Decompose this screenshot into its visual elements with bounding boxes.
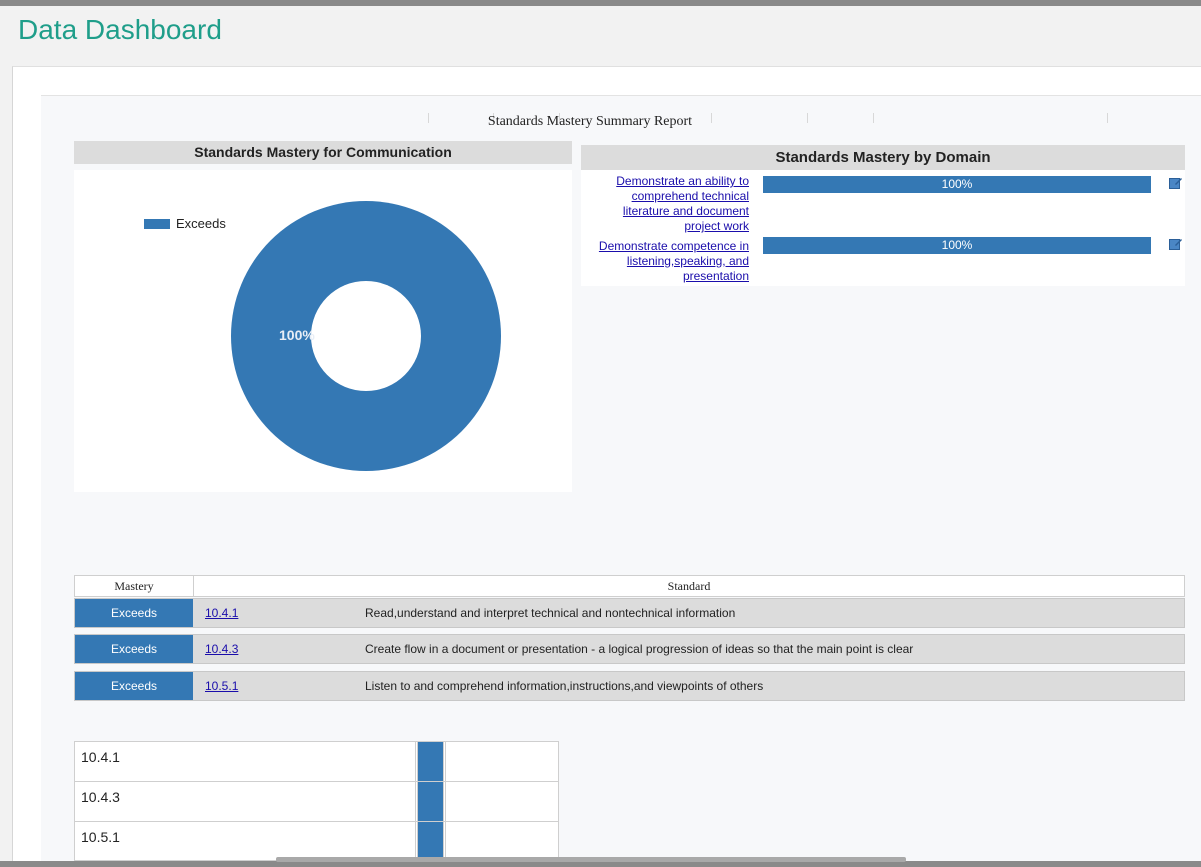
dashboard-window: Data Dashboard Standards Mastery Summary… (0, 6, 1201, 861)
column-divider (193, 576, 194, 596)
mini-row-label: 10.4.1 (81, 749, 120, 765)
domain-link-technical-literature[interactable]: Demonstrate an ability to comprehend tec… (581, 174, 749, 234)
legend-label-exceeds: Exceeds (176, 216, 226, 231)
column-divider (415, 742, 416, 860)
toolbar-divider (873, 113, 874, 123)
standard-code-link[interactable]: 10.5.1 (205, 679, 239, 693)
edit-icon[interactable] (1169, 176, 1183, 190)
standard-description: Listen to and comprehend information,ins… (365, 679, 764, 693)
table-row: 10.4.3 (75, 782, 558, 822)
domain-link-line[interactable]: presentation (682, 269, 749, 283)
domain-link-line[interactable]: Demonstrate competence in (598, 239, 749, 253)
legend-swatch-exceeds (144, 218, 170, 229)
standards-mini-table: 10.4.1 10.4.3 10.5.1 (74, 741, 559, 861)
toolbar-divider (493, 113, 494, 123)
mini-row-label: 10.5.1 (81, 829, 120, 845)
donut-chart: 100% (231, 201, 501, 471)
table-row: Exceeds 10.4.3 Create flow in a document… (74, 634, 1185, 664)
donut-hole (311, 281, 421, 391)
standard-code-link[interactable]: 10.4.3 (205, 642, 239, 656)
communication-chart-panel: 100% (74, 170, 572, 492)
toolbar-divider (1107, 113, 1108, 123)
domain-link-line[interactable]: listening,speaking, and (626, 254, 749, 268)
mini-row-bar (417, 782, 444, 821)
standards-table-header: Mastery Standard (74, 575, 1185, 597)
standard-code-link[interactable]: 10.4.1 (205, 606, 239, 620)
donut-slice-label: 100% (279, 327, 315, 343)
mastery-badge: Exceeds (75, 672, 193, 700)
toolbar-divider (428, 113, 429, 123)
chart-legend[interactable]: Exceeds (144, 216, 226, 231)
toolbar-divider (807, 113, 808, 123)
app-title: Data Dashboard (18, 14, 222, 45)
table-row: Exceeds 10.4.1 Read,understand and inter… (74, 598, 1185, 628)
standard-description: Create flow in a document or presentatio… (365, 642, 914, 656)
communication-chart-heading: Standards Mastery for Communication (74, 141, 572, 164)
toolbar-divider (711, 113, 712, 123)
column-header-standard: Standard (667, 579, 711, 593)
report-title: Standards Mastery Summary Report (487, 114, 693, 129)
mastery-badge: Exceeds (75, 599, 193, 627)
domain-panel: Demonstrate an ability to comprehend tec… (581, 170, 1185, 286)
domain-link-line[interactable]: project work (684, 219, 749, 233)
mastery-badge: Exceeds (75, 635, 193, 663)
domain-link-listening-speaking[interactable]: Demonstrate competence in listening,spea… (581, 239, 749, 284)
domain-link-line[interactable]: Demonstrate an ability to (616, 174, 749, 188)
domain-progress-bar: 100% (763, 176, 1151, 193)
table-row: 10.5.1 (75, 822, 558, 861)
table-row: 10.4.1 (75, 742, 558, 782)
column-header-mastery: Mastery (114, 579, 154, 593)
mini-row-bar (417, 822, 444, 861)
standard-description: Read,understand and interpret technical … (365, 606, 736, 620)
domain-panel-heading: Standards Mastery by Domain (581, 145, 1185, 170)
toolbar-divider (559, 113, 560, 123)
edit-icon[interactable] (1169, 237, 1183, 251)
domain-link-line[interactable]: literature and document (622, 204, 749, 218)
horizontal-scrollbar[interactable] (276, 857, 906, 862)
mini-row-bar (417, 742, 444, 781)
table-row: Exceeds 10.5.1 Listen to and comprehend … (74, 671, 1185, 701)
mini-row-label: 10.4.3 (81, 789, 120, 805)
domain-progress-bar: 100% (763, 237, 1151, 254)
domain-link-line[interactable]: comprehend technical (631, 189, 749, 203)
column-divider (445, 742, 446, 860)
